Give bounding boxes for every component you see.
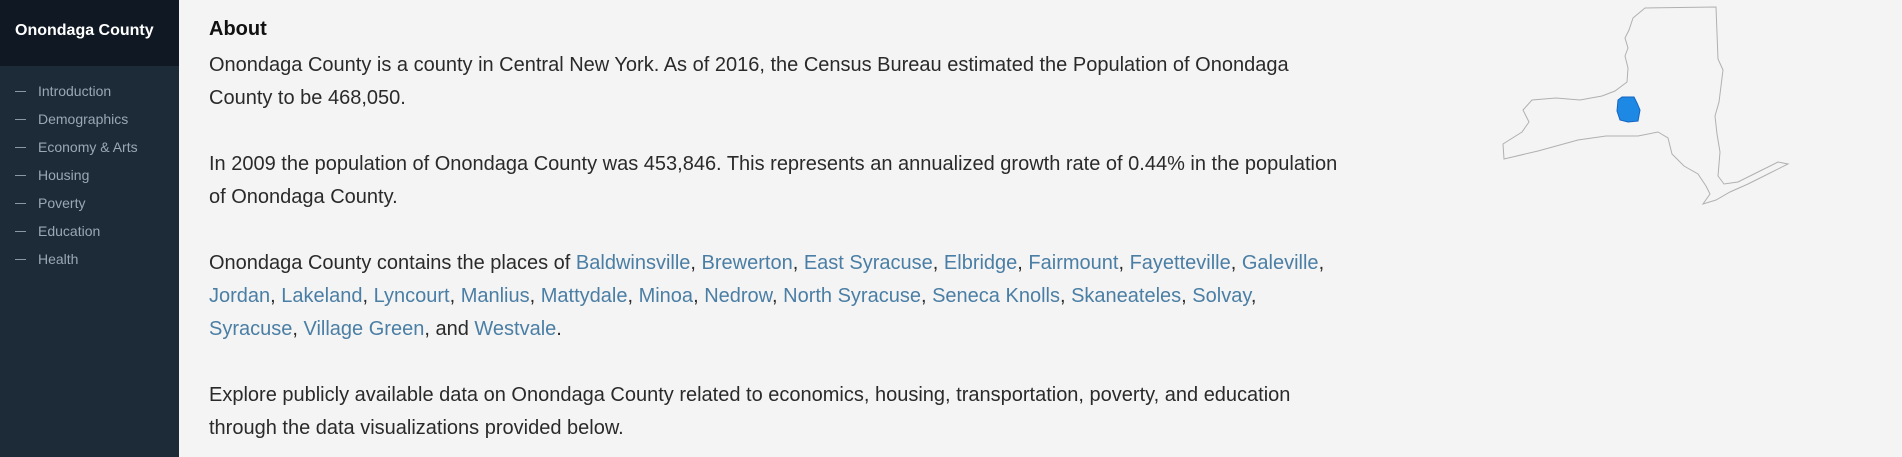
dash-icon (15, 146, 26, 148)
place-link[interactable]: Galeville (1241, 252, 1319, 274)
sidebar: Onondaga County Introduction Demographic… (0, 0, 179, 457)
place-link[interactable]: Lakeland (281, 285, 363, 307)
place-link[interactable]: Lyncourt (373, 285, 450, 307)
place-link[interactable]: Seneca Knolls (932, 285, 1060, 307)
sidebar-item-demographics[interactable]: Demographics (0, 105, 179, 133)
sidebar-item-housing[interactable]: Housing (0, 161, 179, 189)
sidebar-item-label: Economy & Arts (38, 139, 138, 155)
place-link[interactable]: Nedrow (704, 285, 772, 307)
sidebar-item-label: Poverty (38, 195, 86, 211)
places-paragraph: Onondaga County contains the places of B… (209, 252, 1325, 340)
dash-icon (15, 90, 26, 92)
place-link[interactable]: Fayetteville (1129, 252, 1231, 274)
about-section: About Onondaga County is a county in Cen… (209, 0, 1339, 457)
place-link[interactable]: North Syracuse (783, 285, 921, 307)
new-york-state-shape (1502, 6, 1790, 205)
place-link[interactable]: Village Green (303, 318, 425, 340)
sidebar-item-health[interactable]: Health (0, 245, 179, 273)
explore-paragraph: Explore publicly available data on Onond… (209, 384, 1291, 439)
sidebar-item-poverty[interactable]: Poverty (0, 189, 179, 217)
places-and-text: and (435, 318, 469, 340)
onondaga-county-shape[interactable] (1616, 96, 1641, 123)
section-heading: About (209, 18, 267, 40)
place-link[interactable]: Syracuse (209, 318, 293, 340)
sidebar-item-introduction[interactable]: Introduction (0, 77, 179, 105)
dash-icon (15, 118, 26, 120)
sidebar-title[interactable]: Onondaga County (0, 0, 179, 66)
sidebar-item-label: Introduction (38, 83, 112, 99)
place-link[interactable]: Mattydale (540, 285, 628, 307)
place-link[interactable]: Westvale (474, 318, 557, 340)
intro-paragraph: Onondaga County is a county in Central N… (209, 54, 1289, 109)
place-link[interactable]: Skaneateles (1071, 285, 1182, 307)
sidebar-item-label: Demographics (38, 111, 129, 127)
sidebar-item-economy-arts[interactable]: Economy & Arts (0, 133, 179, 161)
dash-icon (15, 258, 26, 260)
place-link[interactable]: Manlius (460, 285, 530, 307)
dash-icon (15, 202, 26, 204)
dash-icon (15, 230, 26, 232)
place-link[interactable]: Solvay (1192, 285, 1251, 307)
place-link[interactable]: Brewerton (701, 252, 793, 274)
place-link[interactable]: Baldwinsville (575, 252, 691, 274)
sidebar-item-label: Health (38, 251, 79, 267)
place-link[interactable]: Minoa (638, 285, 694, 307)
growth-paragraph: In 2009 the population of Onondaga Count… (209, 153, 1338, 208)
place-link[interactable]: East Syracuse (803, 252, 933, 274)
place-link[interactable]: Elbridge (943, 252, 1018, 274)
sidebar-item-education[interactable]: Education (0, 217, 179, 245)
place-link[interactable]: Fairmount (1028, 252, 1119, 274)
dash-icon (15, 174, 26, 176)
state-map (1502, 6, 1790, 205)
sidebar-nav: Introduction Demographics Economy & Arts… (0, 66, 179, 273)
place-link[interactable]: Jordan (209, 285, 271, 307)
sidebar-item-label: Housing (38, 167, 90, 183)
sidebar-item-label: Education (38, 223, 101, 239)
places-prefix: Onondaga County contains the places of (209, 252, 576, 274)
